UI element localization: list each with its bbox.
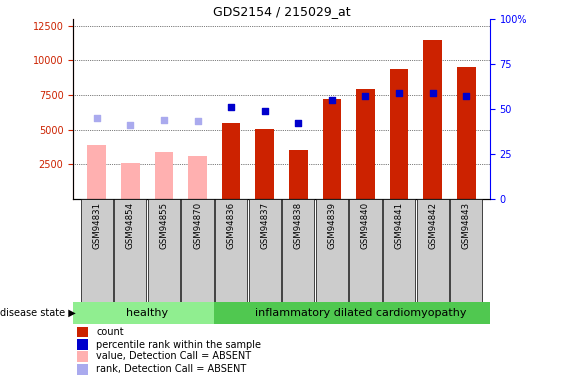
FancyBboxPatch shape — [417, 199, 449, 302]
Text: value, Detection Call = ABSENT: value, Detection Call = ABSENT — [96, 351, 251, 361]
Point — [395, 90, 404, 96]
Text: GSM94836: GSM94836 — [226, 202, 235, 249]
Bar — [77, 364, 88, 375]
Bar — [77, 351, 88, 362]
FancyBboxPatch shape — [350, 199, 382, 302]
Bar — [87, 145, 106, 199]
Point — [328, 97, 337, 103]
Bar — [356, 89, 375, 199]
Text: percentile rank within the sample: percentile rank within the sample — [96, 340, 261, 350]
Point — [294, 120, 303, 126]
Point — [226, 104, 235, 110]
FancyBboxPatch shape — [383, 199, 415, 302]
FancyBboxPatch shape — [148, 199, 180, 302]
Text: GSM94870: GSM94870 — [193, 202, 202, 249]
Text: count: count — [96, 327, 124, 337]
FancyBboxPatch shape — [81, 199, 113, 302]
Bar — [323, 99, 341, 199]
Text: GSM94842: GSM94842 — [428, 202, 437, 249]
Point — [126, 122, 135, 128]
Text: GSM94839: GSM94839 — [328, 202, 337, 249]
Bar — [155, 152, 173, 199]
Text: GSM94837: GSM94837 — [260, 202, 269, 249]
Point — [159, 117, 168, 123]
Point — [193, 118, 202, 124]
FancyBboxPatch shape — [249, 199, 281, 302]
Text: GSM94843: GSM94843 — [462, 202, 471, 249]
Text: GSM94854: GSM94854 — [126, 202, 135, 249]
Bar — [188, 156, 207, 199]
Bar — [121, 163, 140, 199]
Text: rank, Detection Call = ABSENT: rank, Detection Call = ABSENT — [96, 364, 247, 374]
Point — [462, 93, 471, 99]
Text: GSM94838: GSM94838 — [294, 202, 303, 249]
FancyBboxPatch shape — [282, 199, 314, 302]
Bar — [73, 302, 215, 324]
Bar — [215, 302, 490, 324]
Text: GSM94840: GSM94840 — [361, 202, 370, 249]
Point — [260, 108, 269, 114]
FancyBboxPatch shape — [215, 199, 247, 302]
Text: disease state ▶: disease state ▶ — [0, 308, 76, 318]
Bar — [289, 150, 307, 199]
Point — [428, 90, 437, 96]
Text: healthy: healthy — [126, 308, 168, 318]
Bar — [256, 129, 274, 199]
FancyBboxPatch shape — [316, 199, 348, 302]
Bar — [390, 69, 408, 199]
Point — [361, 93, 370, 99]
FancyBboxPatch shape — [450, 199, 482, 302]
Bar — [77, 327, 88, 338]
FancyBboxPatch shape — [181, 199, 213, 302]
Text: inflammatory dilated cardiomyopathy: inflammatory dilated cardiomyopathy — [254, 308, 466, 318]
FancyBboxPatch shape — [114, 199, 146, 302]
Bar — [423, 39, 442, 199]
Bar — [457, 67, 476, 199]
Text: GSM94841: GSM94841 — [395, 202, 404, 249]
Text: GSM94855: GSM94855 — [159, 202, 168, 249]
Bar — [77, 339, 88, 350]
Text: GSM94831: GSM94831 — [92, 202, 101, 249]
Title: GDS2154 / 215029_at: GDS2154 / 215029_at — [213, 4, 350, 18]
Point — [92, 115, 101, 121]
Bar — [222, 123, 240, 199]
